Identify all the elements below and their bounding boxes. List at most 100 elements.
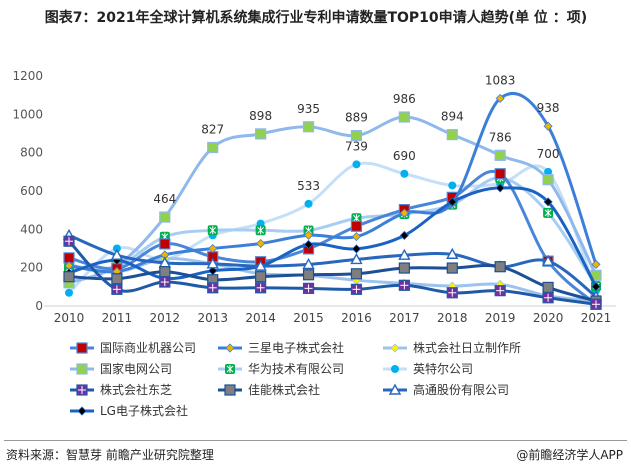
data-point <box>63 271 75 283</box>
legend-marker <box>77 406 87 416</box>
data-point <box>352 160 361 169</box>
data-label: 986 <box>393 92 416 106</box>
data-point <box>159 211 171 223</box>
series-line <box>67 176 598 288</box>
data-point <box>304 199 313 208</box>
legend-label: 国家电网公司 <box>100 361 172 376</box>
data-point <box>207 141 219 154</box>
legend-marker <box>390 343 400 353</box>
data-point <box>303 239 314 250</box>
data-label: 786 <box>489 130 512 144</box>
data-point <box>591 259 601 269</box>
legend-marker <box>391 365 399 373</box>
legend-marker-glyph <box>226 365 234 373</box>
data-point <box>542 281 554 294</box>
y-tick-label: 0 <box>35 299 43 313</box>
x-tick-label: 2019 <box>485 311 516 325</box>
data-label: 1083 <box>485 73 516 87</box>
data-point <box>255 128 267 140</box>
data-label: 700 <box>537 147 560 161</box>
legend-item <box>218 343 242 353</box>
x-tick-label: 2014 <box>245 311 276 325</box>
line-chart: 0 200 400 600 800 1000 1200 2010 2011 2012 2013 201… <box>12 69 616 418</box>
legend-label: 英特尔公司 <box>413 361 473 376</box>
data-point <box>159 266 171 278</box>
data-point <box>446 247 459 259</box>
data-label: 889 <box>345 111 368 125</box>
legend-item <box>70 406 94 416</box>
data-point-glyph <box>209 226 217 235</box>
data-label: 464 <box>153 192 176 206</box>
data-point <box>494 149 506 161</box>
data-point <box>350 268 363 280</box>
data-point <box>159 238 171 250</box>
data-point <box>448 181 457 190</box>
legend-marker <box>388 383 402 395</box>
x-tick-label: 2021 <box>581 311 612 325</box>
series-line <box>67 257 598 303</box>
y-tick-label: 1200 <box>12 69 43 83</box>
brand-watermark: @前瞻经济学人APP <box>516 448 623 462</box>
data-point <box>495 93 505 103</box>
legend-item <box>383 383 407 395</box>
y-tick-label: 400 <box>20 222 43 236</box>
data-point-glyph <box>257 226 264 235</box>
data-point <box>543 121 553 131</box>
legend-label: 株式会社东芝 <box>100 382 172 397</box>
data-point <box>254 259 267 271</box>
data-point <box>446 129 458 141</box>
data-point <box>302 269 315 281</box>
legend-item <box>218 364 242 374</box>
data-point <box>447 197 457 207</box>
data-point <box>302 121 315 133</box>
x-tick-label: 2013 <box>197 311 228 325</box>
data-point <box>398 262 410 274</box>
y-tick-label: 200 <box>20 261 43 275</box>
legend-label: LG电子株式会社 <box>100 403 188 418</box>
x-tick-label: 2017 <box>389 311 420 325</box>
data-point <box>494 261 506 273</box>
series-8 <box>63 261 602 307</box>
data-point <box>303 230 314 240</box>
data-point <box>495 183 505 193</box>
x-tick-label: 2020 <box>533 311 564 325</box>
data-label: 690 <box>393 149 416 163</box>
data-point <box>541 254 555 266</box>
x-tick-label: 2012 <box>150 311 181 325</box>
legend-item <box>70 363 94 375</box>
data-point <box>111 273 123 285</box>
data-label: 827 <box>201 122 224 136</box>
data-label: 894 <box>441 110 464 124</box>
y-tick-label: 600 <box>20 184 43 198</box>
legend-item <box>70 342 94 354</box>
data-point <box>399 208 409 218</box>
footer-divider <box>4 440 627 441</box>
legend-label: 三星电子株式会社 <box>248 340 344 355</box>
legend-marker <box>225 343 235 353</box>
data-point <box>208 243 218 254</box>
data-point <box>350 130 363 142</box>
series-2 <box>64 92 601 277</box>
data-point <box>206 257 219 269</box>
x-tick-label: 2018 <box>437 311 468 325</box>
data-point <box>65 288 73 297</box>
x-tick-label: 2015 <box>293 311 324 325</box>
legend-label: 株式会社日立制作所 <box>413 340 521 355</box>
data-point <box>446 262 458 274</box>
legend-marker <box>224 384 236 396</box>
data-point <box>351 232 362 242</box>
legend-label: 华为技术有限公司 <box>248 362 344 376</box>
data-point <box>399 230 409 241</box>
legend-label: 国际商业机器公司 <box>100 340 196 355</box>
data-label: 898 <box>249 109 272 123</box>
data-point <box>350 252 363 265</box>
data-point <box>255 271 267 283</box>
series-line <box>67 264 598 303</box>
data-point <box>110 248 124 260</box>
data-point <box>112 244 121 253</box>
legend-item <box>218 384 242 396</box>
data-point-glyph <box>544 208 552 217</box>
data-point <box>542 174 554 186</box>
chart-title: 图表7：2021年全球计算机系统集成行业专利申请数量TOP10申请人趋势(单 位… <box>44 10 588 26</box>
